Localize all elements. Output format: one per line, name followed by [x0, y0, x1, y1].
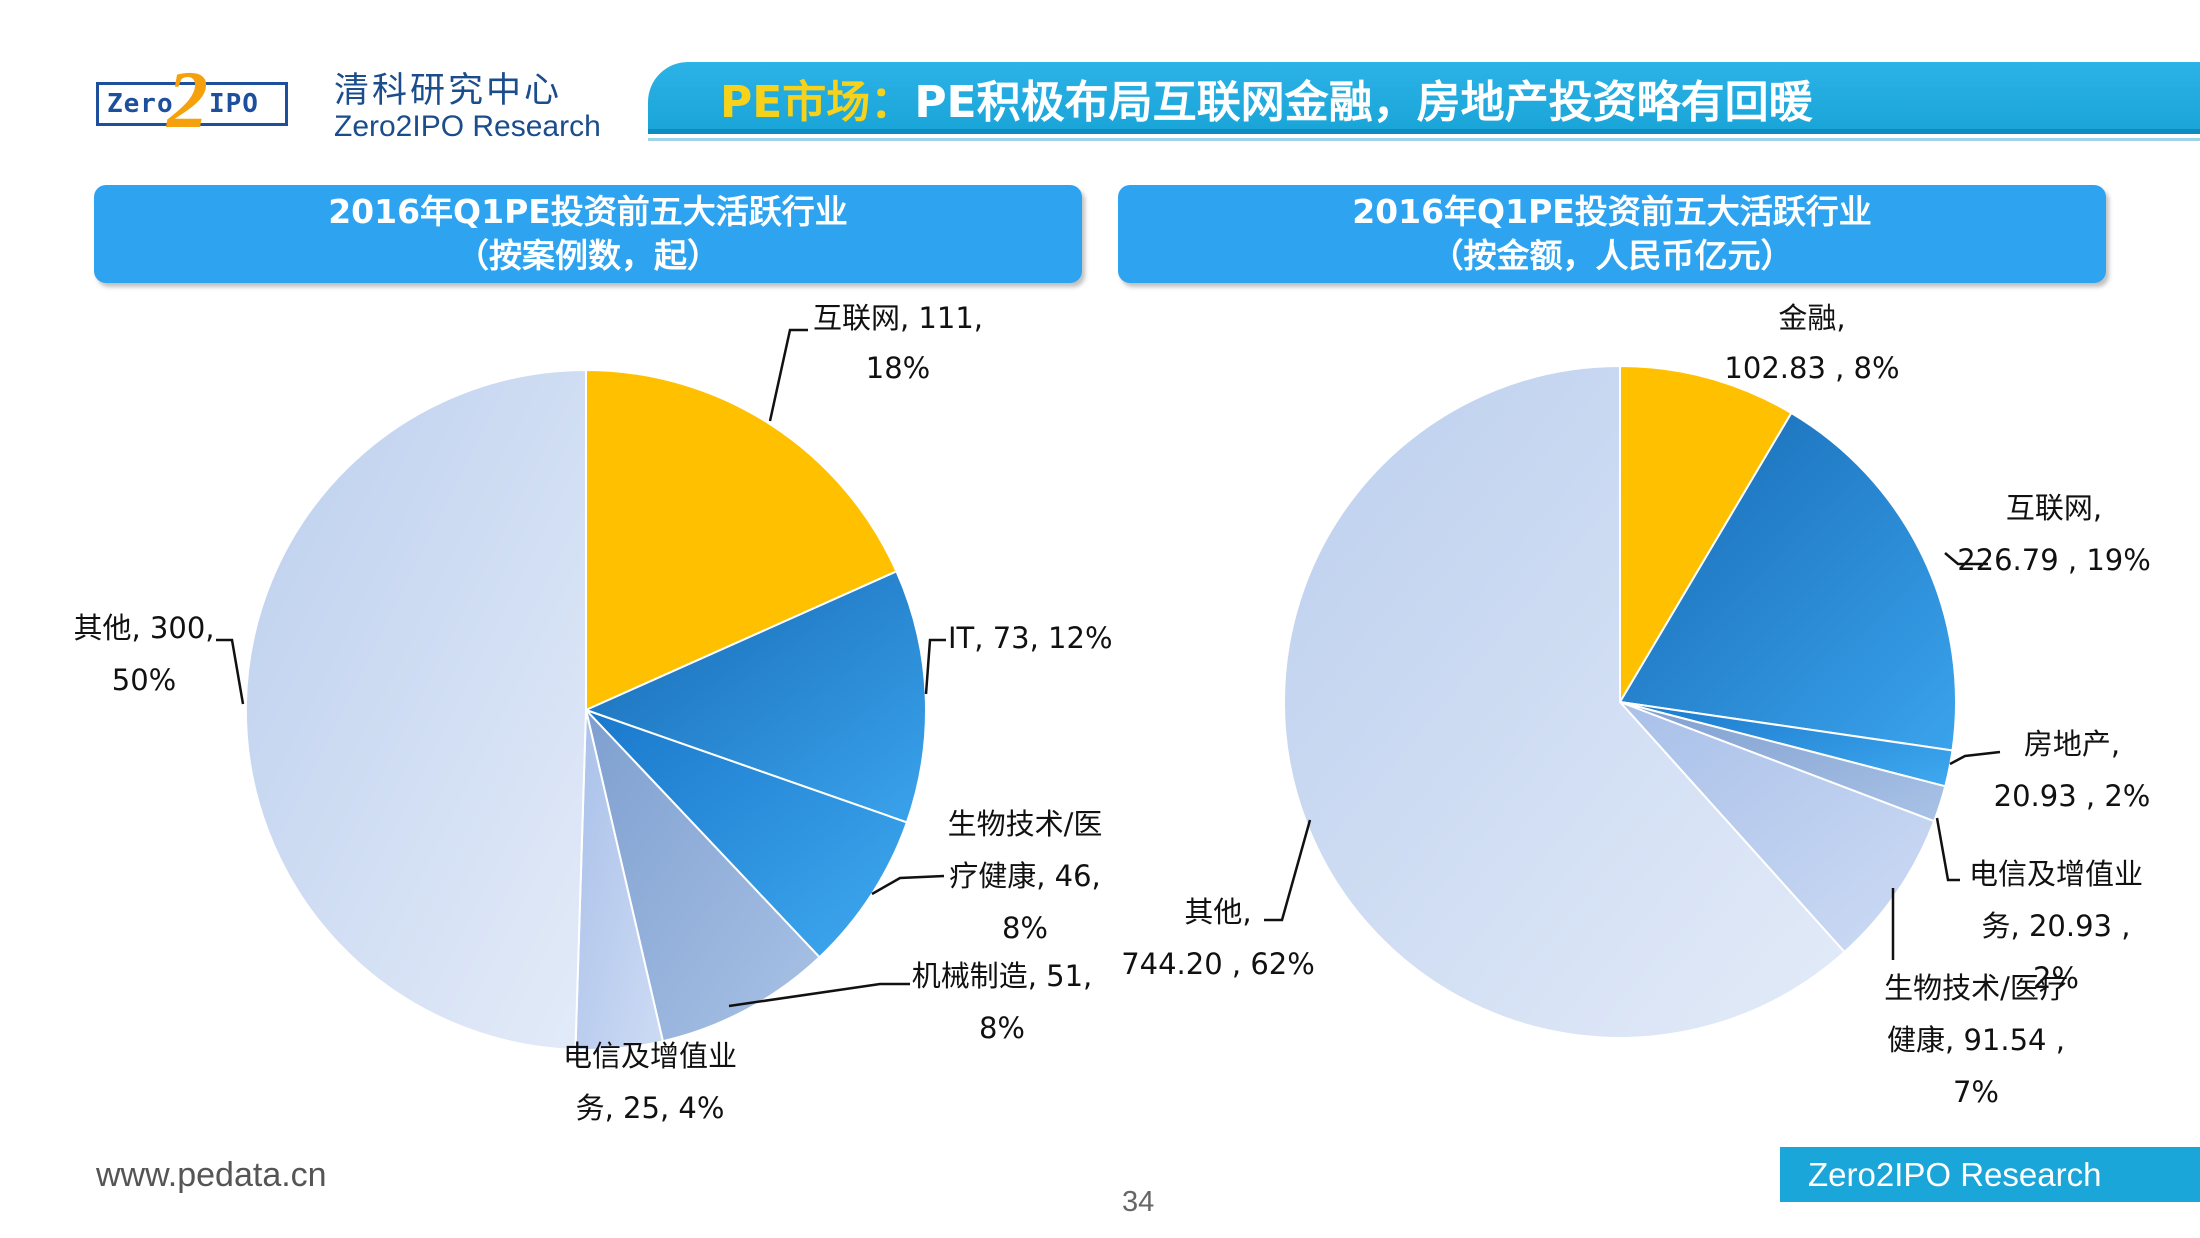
right-pie-slice-4 — [1619, 701, 1936, 954]
slide-title-main: PE积极布局互联网金融，房地产投资略有回暖 — [914, 77, 1813, 128]
slide-title-accent: PE市场： — [720, 77, 915, 128]
left-chart-title-line2: （按案例数，起） — [456, 236, 720, 275]
right-pie-data-label-4-2: 7% — [1953, 1075, 1999, 1109]
right-pie-data-label-3-1: 务, 20.93 , — [1982, 909, 2131, 943]
right-pie-slice-0 — [1619, 364, 1793, 706]
brand-name-english: Zero2IPO Research — [334, 110, 601, 143]
left-pie-data-label-4-1: 务, 25, 4% — [576, 1091, 725, 1125]
footer-website: www.pedata.cn — [96, 1156, 327, 1194]
logo-text-two: 2 — [167, 54, 208, 145]
left-pie-data-label-3-1: 8% — [979, 1011, 1025, 1045]
left-pie-leader-line-1 — [924, 638, 946, 695]
right-chart-title-line2: （按金额，人民币亿元） — [1430, 236, 1794, 275]
right-pie-data-label-2-1: 20.93 , 2% — [1994, 779, 2151, 813]
zero2ipo-logo: Zero 2 IPO — [96, 59, 288, 141]
right-pie-data-label-3-0: 电信及增值业 — [1969, 857, 2143, 891]
right-pie-data-label-0-1: 102.83 , 8% — [1724, 351, 1899, 385]
left-pie-slice-1 — [583, 570, 927, 824]
left-pie-slice-5 — [244, 368, 587, 1051]
right-pie-data-label-0-0: 金融, — [1778, 301, 1845, 335]
right-pie-data-label-1-1: 226.79 , 19% — [1957, 543, 2151, 577]
right-pie-data-label-5-1: 744.20 , 62% — [1121, 947, 1315, 981]
logo-text-ipo: IPO — [209, 89, 259, 119]
right-chart-title: 2016年Q1PE投资前五大活跃行业 （按金额，人民币亿元） — [1118, 185, 2106, 283]
title-banner-underline — [648, 138, 2200, 141]
right-pie-chart: 金融, 102.83 , 8% 互联网, 226.79 , 19% 房地产, 20.93 … — [1121, 301, 2151, 1109]
left-pie-slice-2 — [585, 709, 909, 959]
right-chart-title-line1: 2016年Q1PE投资前五大活跃行业 — [1352, 192, 1872, 231]
right-pie-data-label-3-2: 2% — [2033, 961, 2079, 995]
right-pie-leader-line-2 — [1949, 750, 2001, 766]
right-pie-leader-line-5 — [1264, 819, 1312, 922]
left-pie-data-label-0-1: 18% — [866, 351, 930, 385]
left-pie-data-label-1-0: IT, 73, 12% — [948, 621, 1113, 655]
left-pie-data-label-4-0: 电信及增值业 — [563, 1039, 737, 1073]
left-pie-data-label-3-0: 机械制造, 51, — [912, 959, 1093, 993]
right-pie-data-label-4-1: 健康, 91.54 , — [1887, 1023, 2065, 1057]
left-pie-leader-line-5 — [216, 638, 245, 705]
left-chart-title: 2016年Q1PE投资前五大活跃行业 （按案例数，起） — [94, 185, 1082, 283]
left-pie-data-label-5-1: 50% — [112, 663, 176, 697]
right-pie-slice-1 — [1618, 411, 1957, 752]
left-pie-data-label-2-2: 8% — [1002, 911, 1048, 945]
right-pie-data-label-1-0: 互联网, — [2006, 491, 2102, 525]
left-pie-leader-line-3 — [728, 982, 910, 1008]
left-pie-leader-line-0 — [768, 328, 808, 422]
left-pie-data-label-2-0: 生物技术/医 — [948, 807, 1103, 841]
right-pie-data-label-5-0: 其他, — [1184, 895, 1251, 929]
title-banner — [648, 62, 2200, 134]
left-pie-slice-0 — [585, 368, 898, 712]
slide-title: PE市场：PE积极布局互联网金融，房地产投资略有回暖 — [720, 66, 1813, 130]
right-pie-leader-line-1 — [1944, 552, 1988, 566]
left-pie-data-label-0-0: 互联网, 111, — [813, 301, 983, 335]
logo-text-zero: Zero — [107, 89, 174, 119]
left-pie-data-label-2-1: 疗健康, 46, — [949, 859, 1101, 893]
left-pie-data-label-5-0: 其他, 300, — [73, 611, 214, 645]
left-pie-leader-line-2 — [871, 874, 945, 896]
footer-brand: Zero2IPO Research — [1780, 1147, 2200, 1202]
right-pie-data-label-2-0: 房地产, — [2024, 727, 2120, 761]
left-chart-title-line1: 2016年Q1PE投资前五大活跃行业 — [328, 192, 848, 231]
right-pie-slice-5 — [1283, 364, 1846, 1039]
right-pie-data-label-4-0: 生物技术/医疗 — [1884, 971, 2068, 1005]
right-pie-leader-line-3 — [1935, 817, 1960, 882]
brand-name-chinese: 清科研究中心 — [334, 71, 563, 111]
page-number: 34 — [1122, 1186, 1155, 1218]
